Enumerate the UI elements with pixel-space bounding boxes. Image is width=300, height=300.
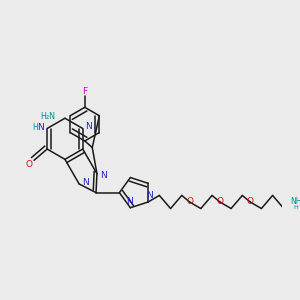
Text: N: N: [85, 122, 92, 131]
Text: O: O: [26, 160, 33, 169]
Text: H: H: [294, 205, 298, 210]
Text: N: N: [146, 191, 152, 200]
Text: O: O: [247, 197, 254, 206]
Text: H₂N: H₂N: [40, 112, 56, 121]
Text: N: N: [100, 171, 107, 180]
Text: O: O: [186, 197, 193, 206]
Text: H: H: [32, 123, 38, 132]
Text: N: N: [126, 197, 133, 206]
Text: F: F: [82, 87, 87, 96]
Text: O: O: [216, 197, 224, 206]
Text: N: N: [37, 123, 44, 132]
Text: N: N: [82, 178, 89, 187]
Text: NH: NH: [290, 197, 300, 206]
